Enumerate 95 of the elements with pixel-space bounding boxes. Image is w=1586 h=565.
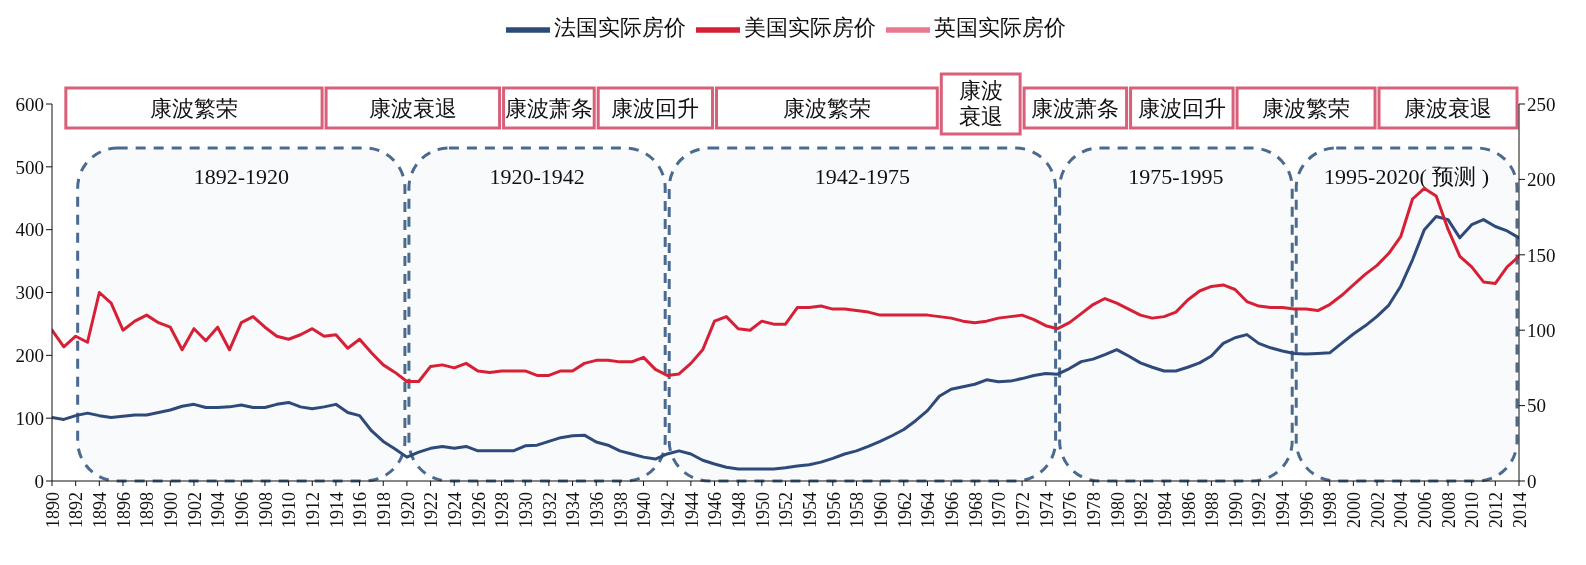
band-label: 康波衰退 [958,78,1003,129]
band-label: 1995-2020( 预测 ) [1324,164,1490,189]
x-tick-label: 1990 [1225,492,1246,528]
x-tick-label: 1974 [1036,492,1057,528]
x-tick-label: 1950 [752,492,773,528]
legend-label: 英国实际房价 [934,15,1066,41]
x-tick-label: 1982 [1131,492,1152,528]
x-tick-label: 1934 [563,492,584,528]
band-label: 康波衰退 [1404,96,1493,121]
x-tick-label: 1998 [1320,492,1341,528]
x-tick-label: 1930 [516,492,537,528]
x-tick-label: 1980 [1107,492,1128,528]
x-tick-label: 1948 [728,492,749,528]
y2-tick-label: 100 [1527,319,1556,341]
band-label: 康波繁荣 [1262,96,1351,121]
x-tick-label: 1938 [610,492,631,528]
band-label: 康波回升 [611,96,700,121]
band-label: 康波繁荣 [149,96,238,121]
x-tick-label: 1956 [823,492,844,528]
x-tick-label: 2010 [1462,492,1483,528]
x-tick-label: 1940 [634,492,655,528]
y-tick-label: 100 [15,407,44,429]
x-tick-label: 1926 [468,492,489,528]
x-tick-label: 1976 [1060,492,1081,528]
x-tick-label: 1894 [90,492,111,528]
x-tick-label: 1988 [1202,492,1223,528]
x-tick-label: 1942 [657,492,678,528]
x-tick-label: 1918 [374,492,395,528]
y2-tick-label: 200 [1527,169,1556,191]
x-tick-label: 1964 [918,492,939,528]
legend-label: 美国实际房价 [744,15,876,41]
y-tick-label: 200 [15,345,44,367]
x-tick-label: 1966 [941,492,962,528]
x-tick-label: 1900 [161,492,182,528]
x-tick-label: 1962 [894,492,915,528]
x-tick-label: 1932 [539,492,560,528]
x-tick-label: 2000 [1344,492,1365,528]
y-tick-label: 300 [15,282,44,304]
x-tick-label: 1944 [681,492,702,528]
x-tick-label: 1916 [350,492,371,528]
y-tick-label: 500 [15,156,44,178]
x-tick-label: 1978 [1083,492,1104,528]
y2-tick-label: 0 [1527,470,1537,492]
x-tick-label: 1994 [1273,492,1294,528]
band-label: 康波衰退 [368,96,457,121]
y2-tick-label: 50 [1527,395,1546,417]
x-tick-label: 1960 [870,492,891,528]
x-tick-label: 1972 [1012,492,1033,528]
band-label: 1942-1975 [814,164,911,189]
x-tick-label: 1902 [184,492,205,528]
x-tick-label: 1946 [705,492,726,528]
x-tick-label: 1936 [586,492,607,528]
x-tick-label: 1996 [1296,492,1317,528]
legend-label: 法国实际房价 [554,15,686,41]
x-tick-label: 1912 [303,492,324,528]
x-tick-label: 2006 [1415,492,1436,528]
y2-tick-label: 250 [1527,93,1556,115]
y-tick-label: 600 [15,93,44,115]
x-tick-label: 1910 [279,492,300,528]
band-label: 康波萧条 [504,96,593,121]
y2-tick-label: 150 [1527,244,1556,266]
x-tick-label: 1898 [137,492,158,528]
x-tick-label: 2014 [1509,492,1530,528]
x-tick-label: 1952 [776,492,797,528]
x-tick-label: 2008 [1438,492,1459,528]
x-tick-label: 1920 [397,492,418,528]
x-tick-label: 1984 [1154,492,1175,528]
band-label: 1920-1942 [489,164,585,189]
x-tick-label: 1958 [847,492,868,528]
x-tick-label: 1970 [989,492,1010,528]
x-tick-label: 1896 [113,492,134,528]
x-tick-label: 1924 [445,492,466,528]
x-tick-label: 1954 [799,492,820,528]
x-tick-label: 1992 [1249,492,1270,528]
x-tick-label: 1892 [66,492,87,528]
band-label: 1975-1995 [1128,164,1224,189]
y-tick-label: 400 [15,219,44,241]
x-tick-label: 2002 [1367,492,1388,528]
x-tick-label: 1904 [208,492,229,528]
band-label: 康波萧条 [1031,96,1120,121]
band-label: 1892-1920 [193,164,289,189]
line-series [52,214,1519,471]
x-tick-label: 2012 [1486,492,1507,528]
x-tick-label: 1922 [421,492,442,528]
band-label: 康波繁荣 [782,96,871,121]
band-label: 康波回升 [1137,96,1226,121]
x-tick-label: 1914 [326,492,347,528]
y-tick-label: 0 [34,470,44,492]
x-tick-label: 1986 [1178,492,1199,528]
x-tick-label: 1906 [232,492,253,528]
x-tick-label: 1890 [42,492,63,528]
x-tick-label: 1928 [492,492,513,528]
x-tick-label: 2004 [1391,492,1412,528]
x-tick-label: 1908 [255,492,276,528]
x-tick-label: 1968 [965,492,986,528]
